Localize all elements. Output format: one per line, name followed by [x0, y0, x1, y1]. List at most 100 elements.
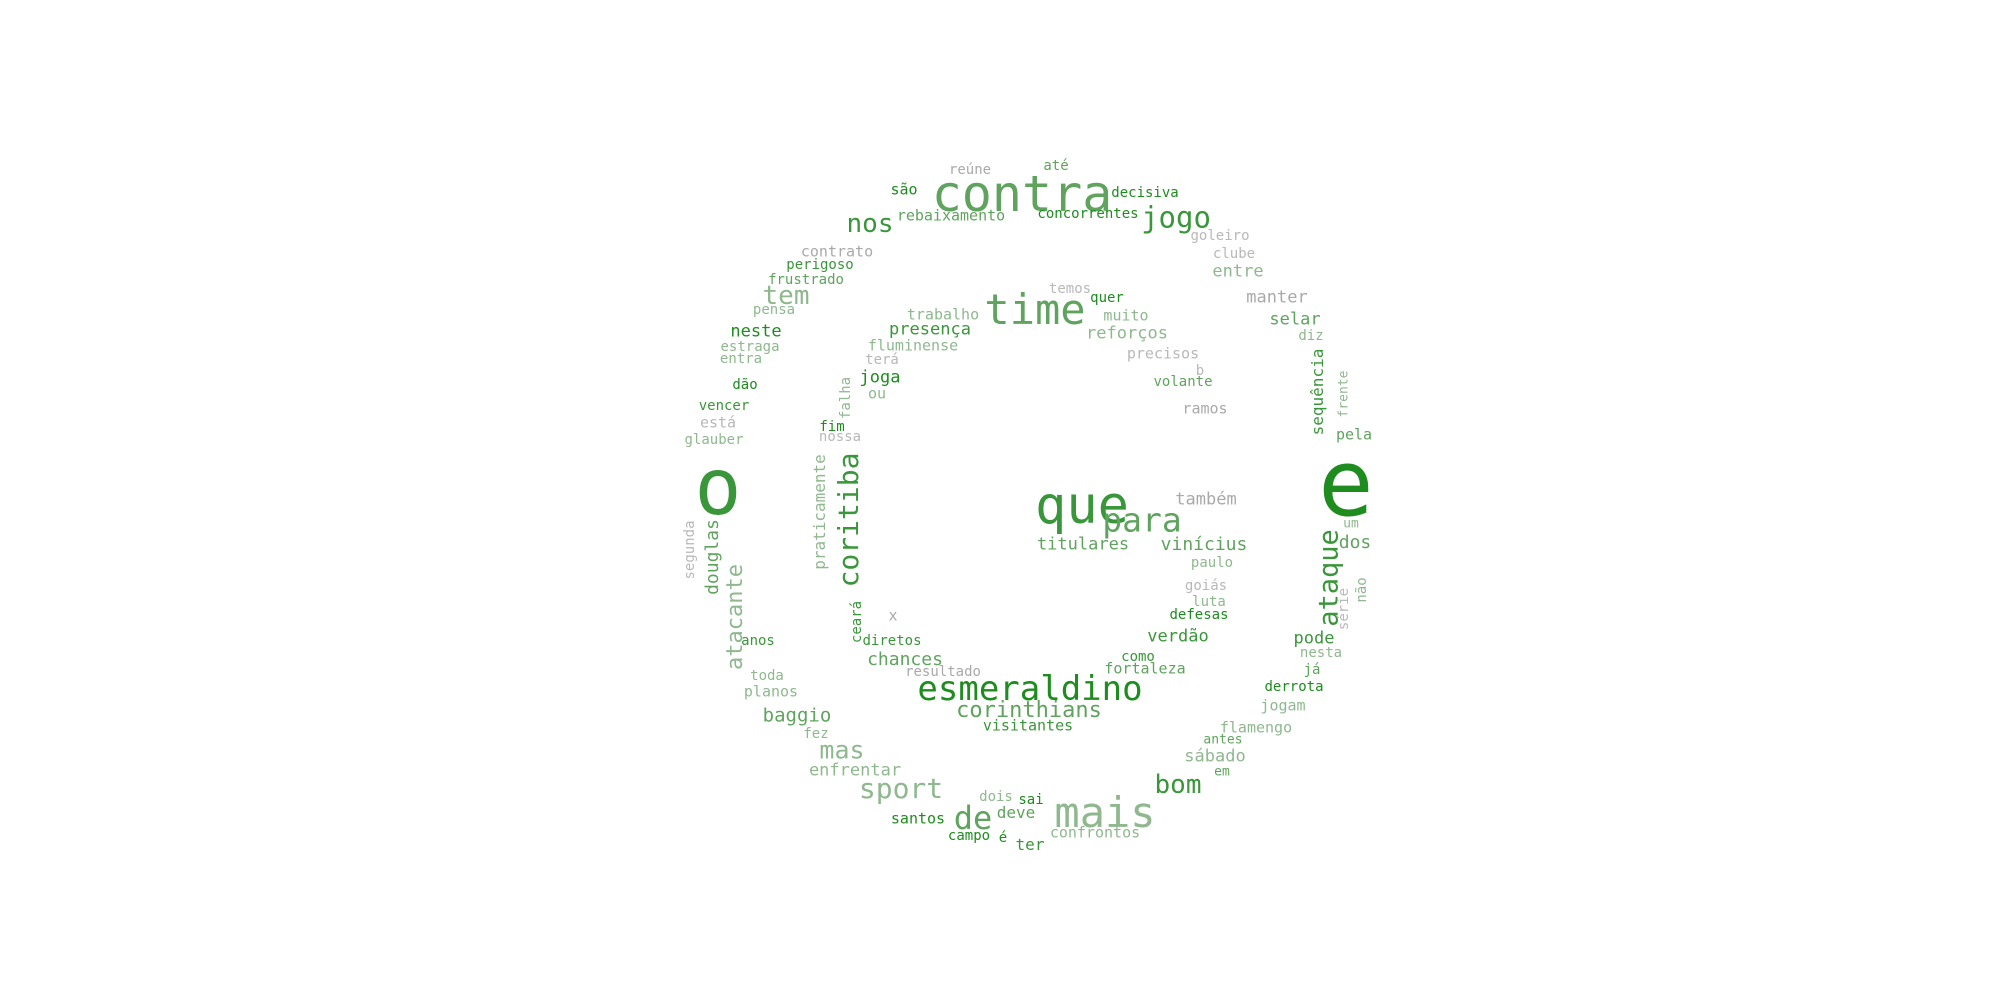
- word-99: já: [1303, 662, 1321, 678]
- word-12: tem: [762, 281, 810, 311]
- word-3: que: [1035, 476, 1129, 536]
- word-86: clube: [1212, 246, 1256, 262]
- word-11: nos: [846, 209, 894, 239]
- word-28: também: [1175, 489, 1237, 510]
- word-49: trabalho: [906, 305, 980, 324]
- word-89: precisos: [1126, 344, 1200, 363]
- word-44: jogam: [1260, 696, 1306, 715]
- word-10: jogo: [1141, 200, 1211, 235]
- word-67: glauber: [684, 432, 744, 448]
- word-75: como: [1121, 649, 1155, 665]
- word-93: frente: [1336, 370, 1352, 418]
- word-100: terá: [865, 352, 899, 368]
- word-76: antes: [1203, 732, 1243, 748]
- word-9: de: [953, 799, 993, 837]
- word-79: sai: [1018, 792, 1044, 808]
- word-38: neste: [730, 321, 782, 342]
- word-17: mas: [819, 735, 865, 765]
- word-37: praticamente: [810, 454, 829, 570]
- word-7: mais: [1054, 788, 1156, 837]
- word-108: ceará: [849, 600, 865, 644]
- word-56: concorrentes: [1037, 206, 1139, 222]
- word-42: santos: [890, 809, 946, 828]
- word-35: pode: [1293, 628, 1335, 649]
- word-47: visitantes: [982, 716, 1074, 735]
- word-5: time: [984, 285, 1086, 334]
- word-90: b: [1195, 363, 1205, 379]
- word-104: nossa: [818, 429, 862, 445]
- word-43: ter: [1015, 835, 1045, 854]
- word-21: baggio: [762, 704, 832, 727]
- word-102: falha: [838, 376, 854, 420]
- word-15: sport: [858, 772, 944, 805]
- word-4: contra: [931, 165, 1113, 223]
- word-78: dois: [979, 789, 1013, 805]
- word-34: dos: [1338, 532, 1372, 553]
- word-85: goleiro: [1190, 228, 1250, 244]
- word-66: está: [699, 413, 737, 432]
- word-1: o: [694, 443, 742, 533]
- word-96: não: [1354, 577, 1370, 603]
- word-101: ou: [867, 384, 887, 403]
- word-81: é: [998, 830, 1008, 846]
- word-91: ramos: [1182, 399, 1228, 418]
- word-106: luta: [1192, 594, 1226, 610]
- word-19: atacante: [723, 564, 748, 670]
- word-94: pela: [1335, 425, 1373, 444]
- word-72: fez: [803, 726, 829, 742]
- word-22: chances: [867, 649, 943, 670]
- word-64: dão: [732, 377, 758, 393]
- word-84: até: [1043, 158, 1069, 174]
- word-57: decisiva: [1111, 185, 1179, 201]
- word-83: reúne: [948, 162, 992, 178]
- word-105: goiás: [1184, 578, 1228, 594]
- word-30: sábado: [1184, 746, 1246, 767]
- word-74: resultado: [905, 664, 981, 680]
- word-27: reforços: [1086, 323, 1168, 344]
- word-82: são: [890, 180, 918, 199]
- word-73: diretos: [862, 633, 922, 649]
- word-88: quer: [1090, 290, 1124, 306]
- word-16: bom: [1154, 770, 1202, 800]
- word-24: titulares: [1036, 534, 1130, 555]
- word-70: toda: [750, 668, 784, 684]
- word-61: pensa: [752, 302, 796, 318]
- word-55: rebaixamento: [896, 206, 1006, 225]
- word-50: muito: [1103, 306, 1149, 325]
- word-69: anos: [741, 633, 775, 649]
- word-2: e: [1318, 430, 1374, 537]
- word-51: volante: [1153, 374, 1213, 390]
- word-107: x: [888, 606, 898, 625]
- word-65: vencer: [698, 398, 750, 414]
- word-92: diz: [1298, 328, 1324, 344]
- word-33: selar: [1269, 309, 1321, 330]
- word-68: segunda: [682, 520, 698, 580]
- word-6: esmeraldino: [917, 669, 1143, 709]
- word-31: entre: [1212, 261, 1264, 282]
- word-95: um: [1343, 516, 1359, 532]
- word-23: enfrentar: [808, 760, 902, 781]
- word-8: para: [1102, 500, 1182, 540]
- word-26: presença: [889, 319, 971, 340]
- word-54: defesas: [1169, 607, 1229, 623]
- word-59: perigoso: [786, 257, 854, 273]
- word-71: planos: [743, 682, 799, 701]
- word-25: vinícius: [1160, 534, 1248, 555]
- word-48: fluminense: [867, 336, 959, 355]
- word-97: série: [1336, 587, 1352, 631]
- word-98: nesta: [1299, 645, 1343, 661]
- word-87: temos: [1048, 281, 1092, 297]
- word-60: frustrado: [768, 272, 844, 288]
- word-53: paulo: [1190, 555, 1234, 571]
- word-41: confrontos: [1049, 823, 1141, 842]
- word-63: entra: [719, 351, 763, 367]
- word-39: joga: [859, 367, 901, 388]
- word-46: fortaleza: [1104, 659, 1186, 678]
- word-52: derrota: [1264, 679, 1324, 695]
- word-45: flamengo: [1219, 718, 1293, 737]
- word-103: fim: [819, 419, 845, 435]
- word-36: sequência: [1308, 348, 1327, 436]
- word-20: douglas: [702, 519, 723, 595]
- word-62: estraga: [720, 339, 780, 355]
